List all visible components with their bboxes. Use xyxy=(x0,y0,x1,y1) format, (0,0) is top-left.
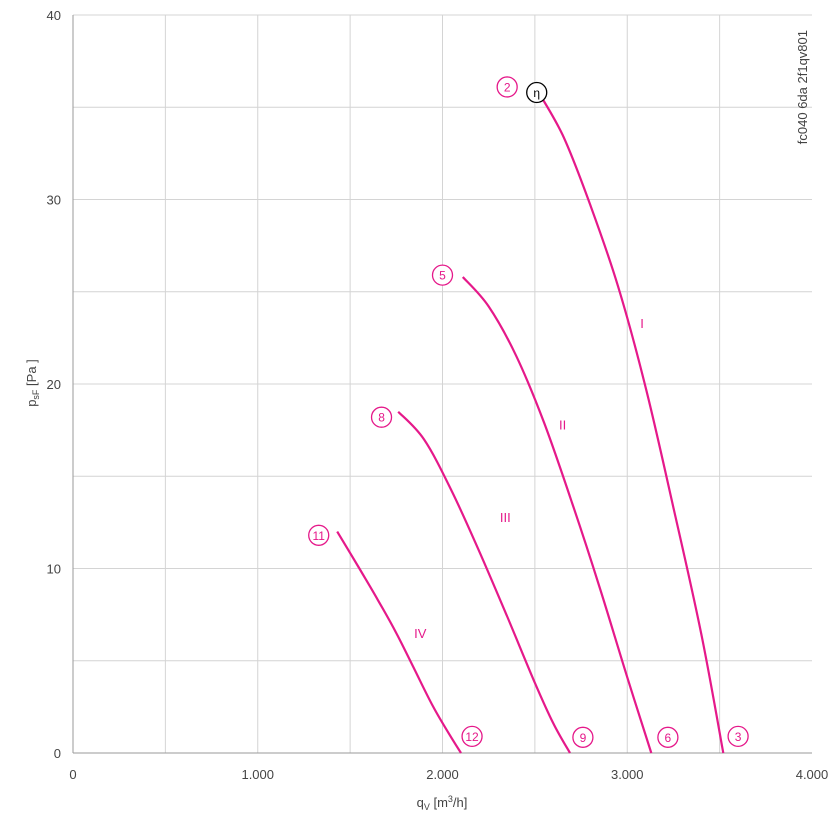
marker-2: 2 xyxy=(496,76,518,98)
x-axis-label: qV [m3/h] xyxy=(417,794,468,812)
marker-12: 12 xyxy=(461,725,483,748)
x-tick-label: 0 xyxy=(69,767,76,782)
y-tick-label: 30 xyxy=(47,193,61,208)
marker-circle xyxy=(308,524,330,546)
tick-labels: 0 1.000 2.000 3.000 4.000 0 10 20 30 40 xyxy=(47,8,829,782)
marker-11: 11 xyxy=(308,524,330,546)
marker-label: 8 xyxy=(378,411,385,425)
x-tick-label: 3.000 xyxy=(611,767,644,782)
marker-circle xyxy=(431,264,454,286)
marker-circle xyxy=(572,726,594,748)
curve-iii xyxy=(397,410,571,754)
marker-circle xyxy=(496,76,518,98)
y-tick-label: 0 xyxy=(54,746,61,761)
curve-i xyxy=(532,82,725,754)
marker-circle xyxy=(526,81,548,104)
marker-label: 11 xyxy=(312,529,325,543)
marker-label: 9 xyxy=(580,731,587,745)
marker-circle xyxy=(370,406,393,428)
marker-label: 6 xyxy=(665,731,672,745)
x-tick-label: 2.000 xyxy=(426,767,459,782)
marker-η: η xyxy=(526,81,548,104)
marker-label: 2 xyxy=(504,80,511,94)
y-tick-label: 10 xyxy=(47,562,61,577)
curve-label: I xyxy=(640,316,644,331)
marker-circle xyxy=(461,725,483,748)
curve-label: IV xyxy=(414,626,427,641)
y-axis-label: psF [Pa ] xyxy=(24,359,41,407)
markers: 2 η 5 8 11 12 9 6 3 xyxy=(308,76,749,748)
marker-9: 9 xyxy=(572,726,594,748)
curve-ii xyxy=(461,276,653,754)
y-tick-label: 40 xyxy=(47,8,61,23)
document-id: fc040 6da 2f1qv801 xyxy=(795,30,810,144)
x-tick-label: 1.000 xyxy=(241,767,274,782)
marker-6: 6 xyxy=(657,726,679,748)
marker-circle xyxy=(657,726,679,748)
grid xyxy=(73,14,812,753)
marker-3: 3 xyxy=(727,725,749,748)
marker-circle xyxy=(727,725,749,748)
marker-label: 12 xyxy=(465,730,479,744)
curve-iv xyxy=(336,531,462,754)
y-tick-label: 20 xyxy=(47,377,61,392)
axes xyxy=(72,15,812,754)
marker-label: 3 xyxy=(735,730,742,744)
marker-8: 8 xyxy=(370,406,393,428)
marker-label: η xyxy=(533,86,540,100)
curve-label: III xyxy=(500,510,511,525)
curve-label: II xyxy=(559,418,566,433)
x-tick-label: 4.000 xyxy=(796,767,829,782)
marker-label: 5 xyxy=(439,269,446,283)
marker-5: 5 xyxy=(431,264,454,286)
